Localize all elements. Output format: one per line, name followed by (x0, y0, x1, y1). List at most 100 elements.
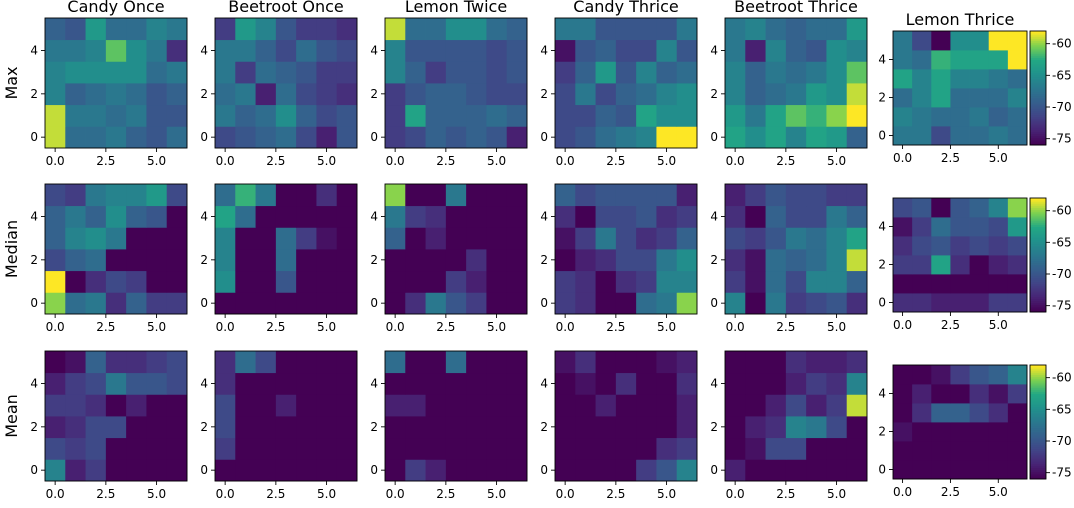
heatmap-cell (893, 88, 913, 108)
colorbar-segment (1030, 213, 1046, 216)
heatmap-cell (466, 104, 487, 127)
colorbar-max: -60 -65 -70 -75 (1029, 30, 1072, 146)
heatmap-cell (575, 437, 596, 460)
heatmap-cell (575, 416, 596, 439)
heatmap-cell (235, 227, 256, 250)
x-tick-label: 5.0 (827, 320, 846, 334)
heatmap-cell (988, 441, 1009, 461)
heatmap-cell (506, 270, 528, 293)
heatmap-cell (725, 126, 746, 149)
heatmap-cell (506, 83, 528, 106)
heatmap-cell (656, 184, 678, 207)
heatmap-cell (146, 459, 168, 482)
x-tick-label: 5.0 (657, 320, 676, 334)
colorbar-segment (1030, 203, 1046, 207)
heatmap-cell (105, 104, 127, 127)
heatmap-cell (969, 69, 990, 89)
x-tick-label: 0.0 (556, 154, 575, 168)
heatmap-cell (405, 394, 426, 417)
heatmap-cell (146, 372, 168, 395)
x-tick-label: 5.0 (147, 154, 166, 168)
heatmap-cell (785, 83, 807, 106)
heatmap-cell (912, 236, 932, 256)
heatmap-cell (950, 403, 970, 423)
colorbar-segment (1030, 450, 1046, 453)
y-tick-label: 2 (710, 420, 718, 434)
heatmap-cell (676, 184, 698, 207)
heatmap-cell (785, 351, 807, 374)
heatmap-cell (969, 460, 990, 480)
heatmap-cell (215, 249, 236, 272)
heatmap-cell (405, 227, 426, 250)
heatmap-cell (166, 416, 188, 439)
colorbar-segment (1030, 277, 1046, 281)
heatmap-cell (105, 18, 127, 41)
heatmap-cell (405, 249, 426, 272)
x-tick-label: 2.5 (776, 154, 795, 168)
colorbar-segment (1030, 401, 1046, 404)
heatmap-cell (1007, 274, 1028, 294)
heatmap-cell (785, 184, 807, 207)
heatmap-cell (846, 83, 868, 106)
heatmap-cell (166, 61, 188, 84)
axes-frame (892, 30, 1028, 146)
heatmap-cell (445, 83, 467, 106)
heatmap-cell (255, 437, 277, 460)
heatmap-cell (1007, 422, 1028, 442)
colorbar-segment (1030, 264, 1046, 267)
y-tick-label: 0 (370, 296, 378, 310)
heatmap-cell (636, 61, 657, 84)
subplot-max-lemon-twice: 0.0 2.5 5.0 0 2 4 Lemon Twice (370, 0, 528, 168)
axes-frame (214, 350, 358, 482)
subplot-max-lemon-thrice: 0.0 2.5 5.0 0 2 4 Lemon Thrice (878, 10, 1028, 165)
heatmap-cell (615, 39, 637, 62)
colorbar-segment (1030, 224, 1046, 227)
heatmap-cell (486, 227, 508, 250)
colorbar-segment (1030, 458, 1046, 461)
heatmap-cell (725, 39, 746, 62)
heatmap-cell (425, 416, 447, 439)
heatmap-cell (636, 459, 657, 482)
heatmap-cell (506, 184, 528, 207)
heatmap-cell (105, 83, 127, 106)
x-tick-label: 2.5 (96, 487, 115, 501)
heatmap-cell (385, 104, 406, 127)
x-tick-label: 5.0 (827, 487, 846, 501)
heatmap-cell (486, 394, 508, 417)
heatmap-cell (555, 416, 576, 439)
colorbar-segment (1030, 385, 1046, 389)
heatmap-cell (765, 351, 787, 374)
y-tick-label: 2 (370, 253, 378, 267)
heatmap-cell (506, 227, 528, 250)
y-tick-label: 4 (710, 44, 718, 58)
heatmap-cell (45, 372, 66, 395)
colorbar-segment (1030, 241, 1046, 245)
heatmap-cell (656, 270, 678, 293)
heatmap-cell (826, 270, 848, 293)
colorbar-segment (1030, 446, 1046, 450)
heatmap-cell (846, 416, 868, 439)
y-tick-label: 0 (370, 130, 378, 144)
heatmap-cell (235, 351, 256, 374)
heatmap-cell (969, 365, 990, 385)
colorbar-segment (1030, 382, 1046, 385)
heatmap-cell (45, 184, 66, 207)
x-tick-label: 2.5 (266, 154, 285, 168)
heatmap-cell (65, 372, 86, 395)
heatmap-cell (555, 437, 576, 460)
colorbar-segment (1030, 201, 1046, 205)
heatmap-cell (656, 83, 678, 106)
colorbar-segment (1030, 279, 1046, 283)
heatmap-cell (336, 61, 358, 84)
heatmap-cell (425, 205, 447, 228)
heatmap-cell (65, 416, 86, 439)
heatmap-cell (846, 351, 868, 374)
heatmap-cell (235, 184, 256, 207)
colorbar-segment (1030, 91, 1046, 95)
axes-frame (724, 350, 868, 482)
heatmap-cell (405, 270, 426, 293)
colorbar-frame (1029, 30, 1047, 146)
heatmap-cell (912, 422, 932, 442)
heatmap-cell (615, 249, 637, 272)
heatmap-cell (615, 205, 637, 228)
